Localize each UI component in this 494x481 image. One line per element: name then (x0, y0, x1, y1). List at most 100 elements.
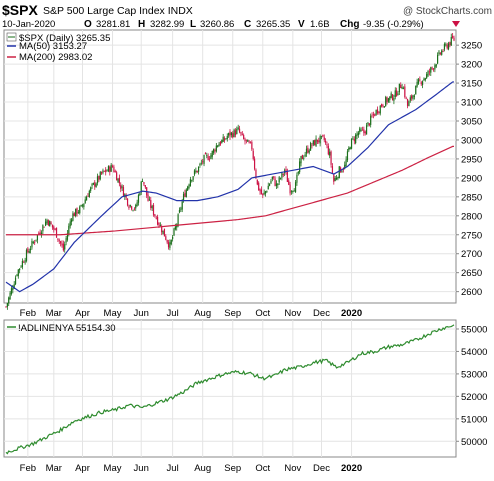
price-candle-body (173, 228, 175, 236)
price-candle-body (102, 170, 104, 173)
price-candle-body (162, 230, 164, 234)
price-candle-body (217, 145, 219, 148)
price-candle-body (327, 146, 329, 155)
price-candle-body (213, 149, 215, 153)
price-candle-body (450, 37, 452, 46)
price-candle-body (101, 171, 103, 174)
price-candle-body (251, 142, 253, 150)
price-candle-body (40, 232, 43, 236)
price-candle-body (116, 172, 118, 181)
breadth-y-tick-label: 55000 (461, 324, 487, 335)
price-candle-body (51, 224, 54, 228)
price-candle-body (228, 132, 230, 136)
price-y-axis: 2600 2650 2700 2750 2800 2850 2900 2950 3000 3050… (456, 41, 482, 298)
breadth-y-tick-label: 51000 (461, 414, 487, 425)
price-candle-body (346, 151, 349, 161)
price-candle-body (10, 288, 13, 294)
price-x-tick-label: Nov (284, 308, 301, 319)
price-candle-body (43, 226, 45, 228)
price-candle-body (255, 169, 257, 179)
price-candle-body (376, 109, 379, 114)
price-candle-body (25, 249, 28, 261)
price-y-tick-label: 2950 (461, 154, 482, 165)
price-candle-body (103, 170, 105, 172)
down-arrow-icon (452, 21, 460, 27)
price-candle-body (303, 157, 305, 159)
price-candle-body (335, 177, 338, 180)
price-candle-body (309, 143, 312, 151)
price-candle-body (402, 88, 405, 89)
ma200-legend-text: MA(200) 2983.02 (19, 52, 92, 63)
price-candle-body (296, 174, 298, 183)
price-candle-body (364, 131, 366, 134)
price-candle-body (408, 101, 410, 107)
price-candle-body (370, 115, 372, 125)
price-candle-body (353, 138, 355, 142)
price-candle-body (375, 109, 377, 115)
price-candle-body (136, 202, 138, 206)
price-candle-body (21, 260, 23, 268)
price-candle-body (144, 185, 146, 188)
price-candle-body (83, 203, 85, 208)
price-candle-body (267, 185, 269, 190)
price-panel-frame (3, 29, 457, 304)
price-candle-body (159, 225, 161, 226)
price-candle-body (117, 178, 119, 182)
price-candle-body (382, 105, 384, 107)
price-y-tick-label: 2750 (461, 230, 482, 241)
price-candle-body (398, 83, 400, 93)
price-candle-body (169, 242, 171, 248)
price-candle-body (6, 302, 8, 307)
price-candle-body (371, 115, 373, 117)
price-candle-body (106, 170, 108, 172)
price-y-tick-label: 3150 (461, 79, 482, 90)
price-candle-body (64, 244, 66, 250)
price-candle-body (323, 137, 325, 140)
price-candle-body (311, 144, 313, 146)
price-candle-body (367, 122, 369, 125)
breadth-x-tick-label: Oct (255, 463, 270, 474)
price-candle-body (248, 141, 250, 143)
price-candle-body (62, 243, 64, 251)
price-candle-body (252, 151, 254, 159)
price-candle-body (412, 95, 414, 100)
breadth-x-axis: Feb Mar Apr May Jun Jul Aug Sep Oct Nov Dec 2020 (20, 463, 362, 474)
price-y-tick-label: 3200 (461, 60, 482, 71)
breadth-x-tick-label: Mar (46, 463, 62, 474)
price-candle-body (445, 44, 447, 46)
price-candle-body (434, 65, 436, 70)
price-candle-body (401, 86, 403, 90)
price-candle-body (417, 79, 420, 84)
price-candle-body (299, 161, 301, 173)
price-candle-body (214, 149, 216, 152)
price-legend-text: $SPX (Daily) 3265.35 (19, 33, 110, 44)
price-candle-body (120, 185, 122, 189)
price-candle-body (28, 251, 30, 253)
price-candle-body (337, 177, 339, 179)
open-label: O (84, 19, 92, 30)
price-candle-body (143, 182, 145, 185)
close-value: 3265.35 (256, 19, 290, 30)
low-label: L (190, 19, 196, 30)
price-candle-body (47, 220, 49, 226)
price-candle-body (202, 161, 204, 163)
price-candle-body (318, 140, 320, 142)
price-candle-body (381, 104, 383, 107)
price-candle-body (151, 206, 153, 209)
price-x-tick-label: Oct (255, 308, 270, 319)
price-candle-body (279, 178, 282, 180)
price-candle-body (443, 44, 446, 50)
price-candle-body (76, 208, 78, 215)
price-candle-body (315, 138, 317, 147)
price-candle-body (155, 217, 157, 219)
breadth-x-tick-label: Nov (284, 463, 301, 474)
price-candle-body (140, 181, 142, 193)
breadth-x-tick-label: Aug (194, 463, 211, 474)
price-candle-body (404, 86, 406, 98)
price-candles (5, 33, 455, 310)
price-candle-body (133, 208, 135, 210)
price-candle-body (147, 194, 149, 202)
price-candle-body (329, 151, 331, 156)
breadth-panel-frame (3, 319, 457, 458)
price-candle-body (8, 297, 10, 304)
